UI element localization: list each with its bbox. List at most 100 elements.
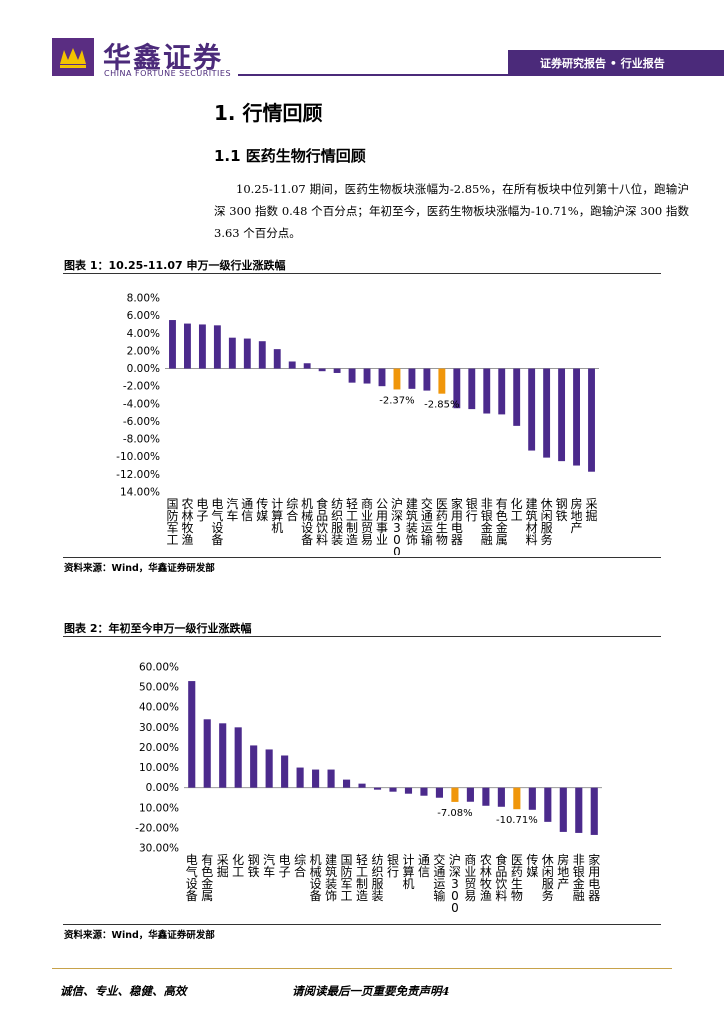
x-category-label: 商业贸易	[361, 496, 373, 547]
figure1-source: 资料来源：Wind，华鑫证券研发部	[64, 563, 215, 574]
bar	[513, 368, 521, 426]
data-label: -10.71%	[496, 815, 538, 826]
bar	[528, 787, 536, 810]
figure1-bottom-rule	[63, 557, 661, 558]
bar	[393, 368, 401, 390]
footer-motto: 诚信、专业、稳健、高效	[60, 984, 187, 998]
x-category-label: 轻工制造	[356, 853, 368, 903]
bar	[363, 368, 371, 384]
figure1-title: 图表 1：10.25-11.07 申万一级行业涨跌幅	[64, 259, 286, 272]
x-category-label: 电子	[196, 497, 208, 523]
y-tick-label: 60.00%	[139, 662, 179, 674]
figure1-bar-chart: 8.00% 6.00% 4.00% 2.00% 0.00% -2.00% -4.00% -6.…	[116, 293, 599, 555]
bar	[378, 368, 386, 387]
y-tick-label: 50.00%	[139, 682, 179, 694]
bar	[342, 779, 351, 788]
logo-chinese-name: 华鑫证券	[103, 41, 224, 74]
x-category-label: 医药生物	[511, 853, 523, 903]
x-category-label: 电子	[279, 853, 291, 879]
y-tick-label: 14.00%	[120, 487, 160, 499]
y-tick-label: 0.00%	[127, 363, 160, 375]
x-category-label: 商业贸易	[464, 852, 476, 903]
x-category-label: 休闲服务	[541, 497, 553, 547]
bar	[188, 681, 196, 788]
y-tick-label: 30.00%	[139, 722, 179, 734]
x-category-label: 国防军工	[166, 497, 178, 547]
x-category-label: 建筑装饰	[325, 853, 337, 903]
x-category-label: 房地产	[557, 852, 569, 891]
x-category-label: 交通运输	[421, 496, 433, 547]
bar	[482, 787, 490, 806]
bar	[373, 787, 382, 790]
x-category-label: 综合	[294, 853, 306, 879]
y-tick-label: -4.00%	[123, 398, 160, 410]
data-label: -2.85%	[424, 400, 459, 411]
bar	[258, 341, 266, 369]
figure2-title: 图表 2：年初至今申万一级行业涨跌幅	[64, 622, 252, 635]
y-tick-label: 8.00%	[127, 293, 160, 305]
bar	[312, 769, 320, 788]
x-category-label: 采掘	[217, 853, 229, 879]
x-category-label: 钢铁	[556, 497, 568, 523]
x-category-label: 化工	[511, 497, 523, 523]
bar	[219, 723, 227, 788]
x-category-label: 建筑材料	[526, 497, 538, 547]
bar	[203, 719, 211, 788]
x-category-label: 汽车	[226, 496, 238, 523]
y-tick-label: 20.00%	[139, 742, 179, 754]
section-heading: 1. 行情回顾	[214, 101, 323, 125]
x-category-label: 国防军工	[341, 853, 353, 903]
x-category-label: 休闲服务	[542, 853, 554, 903]
x-category-label: 银行	[466, 497, 478, 523]
x-category-label: 通信	[418, 853, 430, 879]
bar	[234, 727, 242, 788]
figure2-top-rule	[63, 636, 661, 637]
y-tick-label: -2.00%	[123, 381, 160, 393]
x-category-label: 综合	[286, 497, 298, 523]
bar	[559, 787, 567, 832]
x-category-label: 化工	[232, 853, 244, 879]
x-category-label: 家用电器	[588, 852, 600, 903]
x-category-label: 交通运输	[433, 852, 445, 903]
bar	[303, 363, 311, 369]
company-logo-icon	[52, 38, 94, 76]
x-category-label: 公用事业	[376, 497, 388, 547]
x-category-label: 沪深 3 0 0	[449, 853, 461, 915]
bar	[420, 787, 428, 796]
x-category-label: 非银金融	[481, 497, 493, 547]
x-category-label: 食品饮料	[316, 496, 328, 547]
y-tick-label: 0.00%	[146, 782, 179, 794]
x-category-label: 电气设备	[186, 853, 198, 903]
x-category-label: 沪深 3 0 0	[391, 497, 403, 555]
bar	[265, 749, 273, 788]
y-tick-label: 10.00%	[139, 762, 179, 774]
bar	[590, 787, 598, 835]
x-category-label: 有色金属	[496, 497, 508, 547]
bar	[513, 787, 521, 810]
figure1-top-rule	[63, 273, 661, 274]
header-band	[508, 50, 724, 76]
x-category-label: 非银金融	[573, 853, 585, 903]
bar	[389, 787, 397, 792]
x-category-label: 有色金属	[201, 853, 213, 903]
bar	[250, 745, 258, 788]
x-category-label: 建筑装饰	[406, 497, 418, 547]
bar	[273, 349, 281, 369]
x-category-label: 采掘	[586, 497, 598, 523]
x-category-label: 钢铁	[248, 853, 260, 879]
bar	[483, 368, 491, 414]
x-category-label: 汽车	[263, 852, 275, 879]
x-category-label: 通信	[241, 497, 253, 523]
bar	[498, 368, 506, 415]
data-label: -2.37%	[379, 395, 414, 406]
y-tick-label: -8.00%	[123, 434, 160, 446]
report-type-label: 证券研究报告 • 行业报告	[540, 57, 665, 70]
bar	[543, 368, 551, 458]
bar	[497, 787, 505, 807]
header-divider	[238, 74, 508, 76]
x-category-label: 纺织服装	[372, 853, 384, 903]
bar	[558, 368, 566, 462]
x-category-label: 农林牧渔	[181, 497, 193, 547]
x-category-label: 食品饮料	[495, 852, 507, 903]
figure2-bar-chart: 60.00% 50.00% 40.00% 30.00% 20.00% 10.00% 0.00…	[135, 662, 602, 915]
